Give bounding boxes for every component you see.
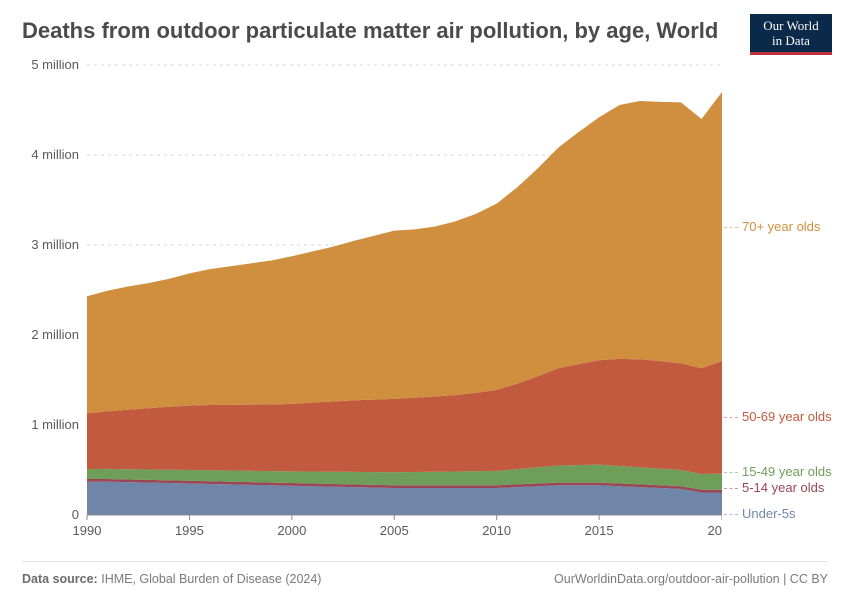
chart-area: 0 1 million 2 million 3 million 4 million 5 m…: [22, 60, 722, 540]
svg-text:2021: 2021: [708, 523, 722, 538]
footer: Data source: IHME, Global Burden of Dise…: [22, 561, 828, 586]
svg-text:2 million: 2 million: [31, 327, 79, 342]
series-label-15-49 year olds: 15-49 year olds: [742, 464, 832, 479]
series-leader-Under-5s: [724, 514, 738, 515]
svg-text:1995: 1995: [175, 523, 204, 538]
series-label-Under-5s: Under-5s: [742, 506, 795, 521]
owid-logo: Our World in Data: [750, 14, 832, 55]
svg-text:2015: 2015: [585, 523, 614, 538]
footer-source-label: Data source:: [22, 572, 98, 586]
svg-text:0: 0: [72, 507, 79, 522]
page-title: Deaths from outdoor particulate matter a…: [22, 18, 718, 44]
svg-text:1 million: 1 million: [31, 417, 79, 432]
svg-text:5 million: 5 million: [31, 60, 79, 72]
svg-text:4 million: 4 million: [31, 147, 79, 162]
svg-text:3 million: 3 million: [31, 237, 79, 252]
series-leader-50-69 year olds: [724, 417, 738, 418]
logo-line2: in Data: [750, 33, 832, 48]
stacked-area-chart: 0 1 million 2 million 3 million 4 million 5 m…: [22, 60, 722, 540]
series-label-5-14 year olds: 5-14 year olds: [742, 480, 824, 495]
svg-text:2005: 2005: [380, 523, 409, 538]
series-leader-70+ year olds: [724, 227, 738, 228]
svg-text:2000: 2000: [277, 523, 306, 538]
footer-source-text: IHME, Global Burden of Disease (2024): [101, 572, 321, 586]
svg-text:2010: 2010: [482, 523, 511, 538]
series-label-70+ year olds: 70+ year olds: [742, 219, 820, 234]
series-leader-5-14 year olds: [724, 488, 738, 489]
logo-line1: Our World: [750, 18, 832, 33]
series-label-50-69 year olds: 50-69 year olds: [742, 409, 832, 424]
svg-text:1990: 1990: [73, 523, 102, 538]
series-leader-15-49 year olds: [724, 472, 738, 473]
footer-left: Data source: IHME, Global Burden of Dise…: [22, 572, 321, 586]
chart-container: Deaths from outdoor particulate matter a…: [0, 0, 850, 600]
footer-right: OurWorldinData.org/outdoor-air-pollution…: [554, 572, 828, 586]
